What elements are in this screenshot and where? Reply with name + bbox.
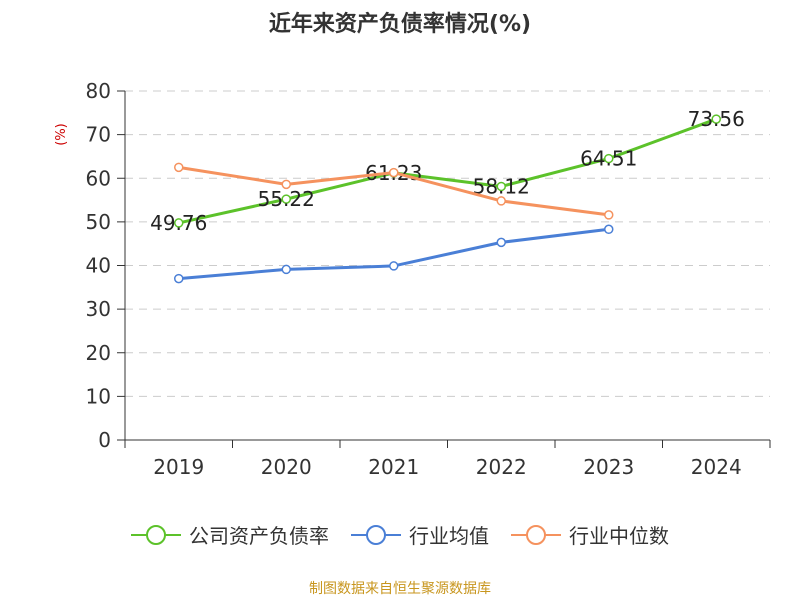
data-label: 55.22 [258,187,315,211]
y-tick-label: 0 [98,428,111,452]
series-line [178,227,609,281]
data-point [496,181,506,192]
legend-marker [366,524,386,545]
y-tick-label: 70 [86,123,111,147]
data-point [496,196,506,206]
y-tick-label: 20 [86,341,111,365]
data-point [174,273,184,284]
legend-line-marker-icon [131,524,181,545]
data-point [604,153,614,164]
data-point [389,261,399,271]
legend-line-marker-icon [511,524,561,545]
legend-line-marker-icon [351,524,401,545]
legend-item-company[interactable]: 公司资产负债率 [131,520,329,549]
legend-label: 公司资产负债率 [189,524,329,548]
y-tick-label: 60 [86,166,111,190]
x-tick-label: 2024 [691,455,742,479]
data-point [174,218,184,228]
data-point [281,179,291,190]
data-point [281,264,291,275]
x-tick-label: 2021 [368,455,419,479]
data-point [496,237,506,248]
data-point [281,194,291,204]
legend-marker [526,524,546,545]
x-tick-label: 2022 [476,455,527,479]
data-point [604,224,614,235]
data-source-note: 制图数据来自恒生聚源数据库 [309,581,491,597]
y-tick-label: 30 [86,297,111,321]
legend-item-industry-mean[interactable]: 行业均值 [351,520,489,549]
data-point [711,114,721,124]
y-tick-label: 80 [86,79,111,103]
chart-title: 近年来资产负债率情况(%) [268,12,532,37]
data-label: 49.76 [150,211,207,235]
chart-legend: 公司资产负债率 行业均值 行业中位数 [0,520,800,549]
legend-label: 行业中位数 [569,524,669,548]
x-tick-label: 2020 [261,455,312,479]
legend-item-industry-median[interactable]: 行业中位数 [511,520,669,549]
data-label: 73.56 [688,107,745,131]
series-line [178,117,717,225]
x-tick-label: 2023 [583,455,634,479]
data-label: 64.51 [580,147,637,171]
data-point [604,210,614,220]
y-tick-label: 10 [86,384,111,408]
data-point [174,162,184,173]
y-tick-label: 40 [86,254,111,278]
legend-marker [146,524,166,545]
x-tick-label: 2019 [153,455,204,479]
y-tick-label: 50 [86,210,111,234]
legend-label: 行业均值 [409,524,489,548]
data-point [389,167,399,178]
